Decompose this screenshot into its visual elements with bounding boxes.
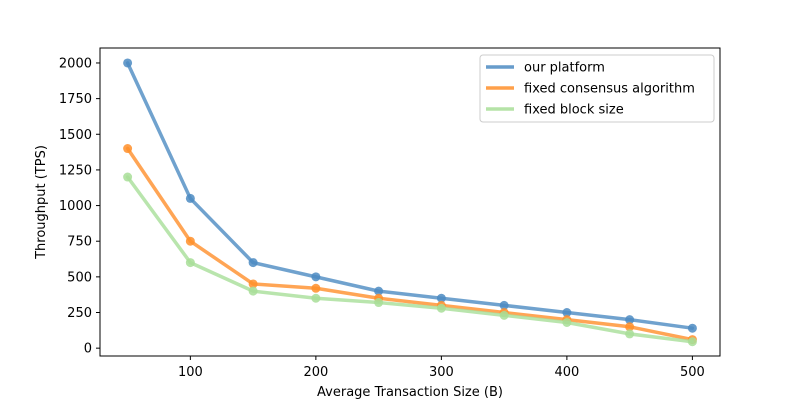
data-point [436,303,446,313]
x-tick-label: 100 [178,365,203,380]
data-point [185,258,195,268]
data-point [123,58,133,68]
series-0 [123,58,697,333]
data-point [123,144,133,154]
y-tick-label: 0 [84,342,92,357]
plot-marks [123,58,697,347]
series-line [125,146,695,342]
legend-label: fixed block size [524,103,624,118]
legend: our platform fixed consensus algorithm fix… [479,54,715,123]
legend-box [479,54,715,123]
series-line [125,61,695,330]
data-point [436,293,446,303]
data-point [499,310,509,320]
data-point [625,329,635,339]
y-tick-label: 1750 [59,92,92,107]
data-point [499,300,509,310]
data-point [311,293,321,303]
y-tick-label: 250 [67,306,92,321]
legend-item: our platform [486,61,605,76]
y-axis-label: Throughput (TPS) [34,145,49,260]
plot-frame [99,47,721,357]
data-point [123,172,133,182]
y-axis: 0 250 500 750 1000 1250 1500 1750 2000 [59,56,100,357]
data-point [185,193,195,203]
x-tick-label: 500 [680,365,705,380]
legend-label: our platform [524,61,605,76]
data-point [248,258,258,268]
legend-item: fixed consensus algorithm [486,82,695,97]
data-point [248,279,258,289]
x-axis: 100 200 300 400 500 [178,356,705,380]
data-point [562,317,572,327]
y-tick-label: 500 [67,270,92,285]
y-tick-label: 750 [67,235,92,250]
data-point [625,315,635,325]
data-point [248,286,258,296]
data-point [311,283,321,293]
data-point [185,236,195,246]
legend-label: fixed consensus algorithm [524,82,695,97]
data-point [687,323,697,333]
series-line [125,175,695,344]
series-1 [123,144,697,345]
y-tick-label: 2000 [59,56,92,71]
x-tick-label: 200 [303,365,328,380]
data-point [562,308,572,318]
legend-item: fixed block size [486,103,624,118]
data-point [374,298,384,308]
data-point [625,322,635,332]
y-tick-label: 1000 [59,199,92,214]
y-tick-label: 1250 [59,163,92,178]
data-point [374,286,384,296]
series-2 [123,172,697,347]
data-point [311,272,321,282]
data-point [687,337,697,347]
x-tick-label: 300 [429,365,454,380]
y-tick-label: 1500 [59,128,92,143]
x-tick-label: 400 [554,365,579,380]
x-axis-label: Average Transaction Size (B) [317,385,503,400]
